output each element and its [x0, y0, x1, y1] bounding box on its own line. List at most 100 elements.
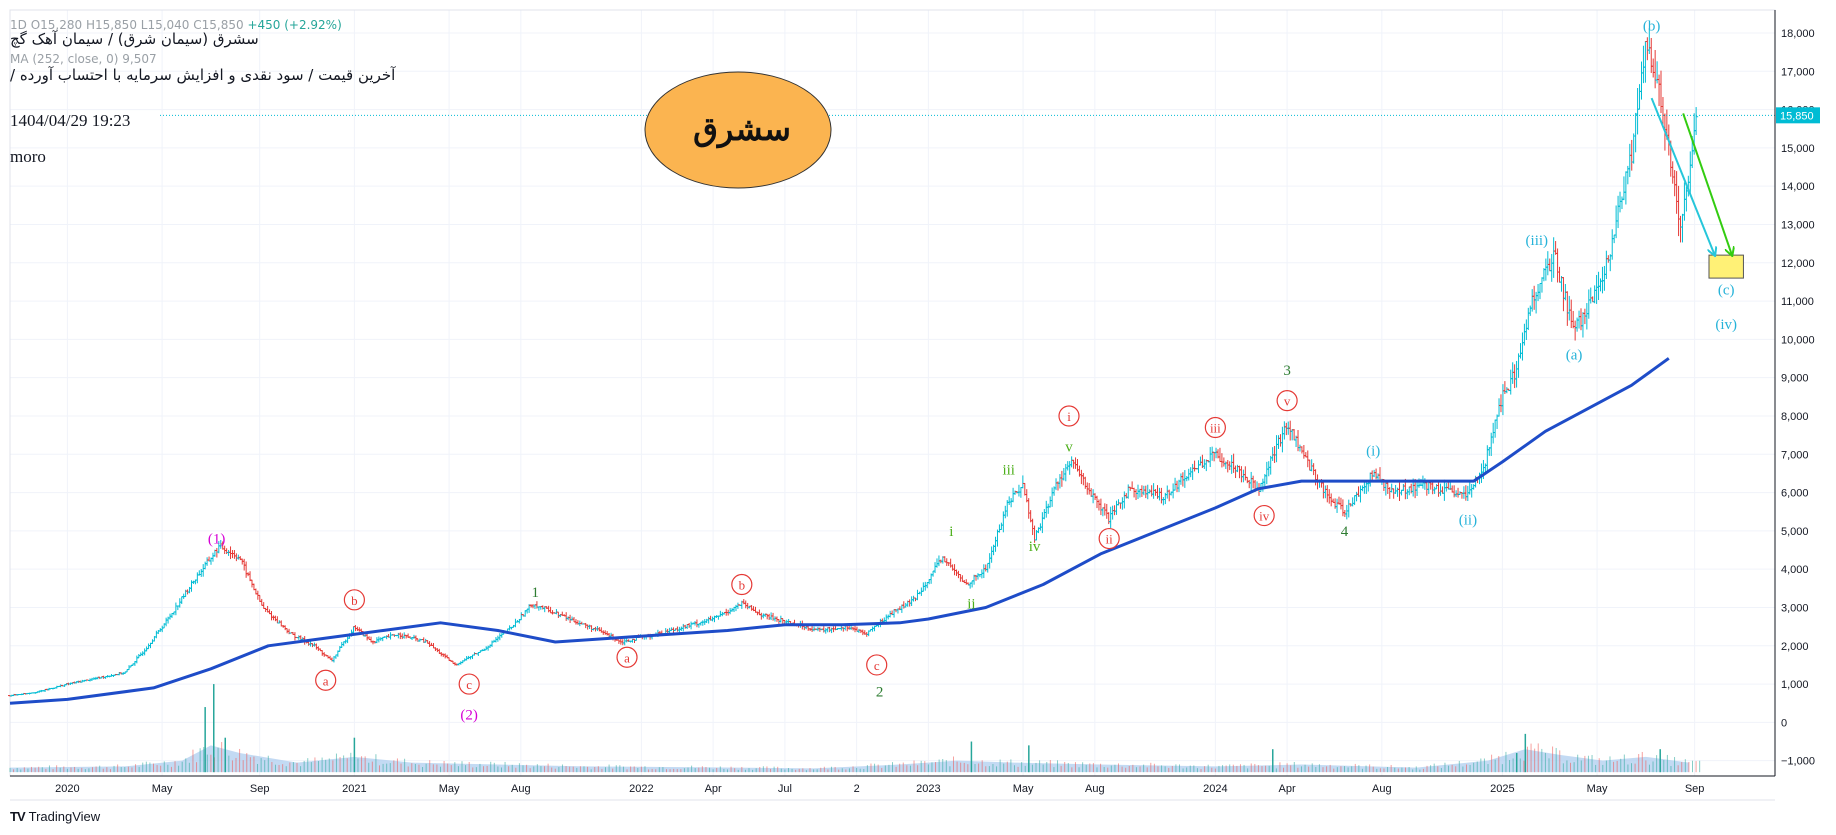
brand-label: TradingView	[28, 809, 101, 824]
time-tick-label: 2	[854, 783, 860, 795]
wave-label: b	[739, 578, 746, 593]
wave-label: iii	[1210, 420, 1221, 435]
price-axis[interactable]: 18,00017,00016,00015,00014,00013,00012,0…	[1774, 10, 1820, 776]
wave-label: iii	[1002, 463, 1015, 479]
price-tick-label: 0	[1781, 717, 1787, 729]
volume-area	[10, 745, 1689, 773]
price-tick-label: 3,000	[1781, 602, 1809, 614]
wave-label: (iv)	[1715, 317, 1737, 333]
wave-label: v	[1065, 440, 1073, 456]
target-zone-box	[1708, 254, 1744, 279]
price-tick-label: 5,000	[1781, 526, 1809, 538]
time-tick-label: May	[439, 783, 460, 795]
time-tick-label: Aug	[1372, 783, 1392, 795]
price-tick-label: 10,000	[1781, 334, 1815, 346]
price-tick-label: 11,000	[1781, 296, 1814, 308]
price-tick-label: 8,000	[1781, 411, 1809, 423]
wave-label-ring	[1098, 527, 1120, 550]
price-change: +450 (+2.92%)	[247, 18, 342, 32]
wave-label-ring	[458, 673, 480, 695]
price-candles	[8, 28, 1699, 697]
wave-label: 2	[876, 685, 884, 701]
price-tick-label: 17,000	[1781, 66, 1815, 78]
ma-indicator-readout: MA (252, close, 0) 9,507	[10, 52, 157, 66]
price-tick-label: 6,000	[1781, 488, 1809, 500]
wave-label: (1)	[208, 532, 226, 548]
ohlc-readout: 1D O15,280 H15,850 L15,040 C15,850 +450 …	[10, 18, 342, 32]
time-tick-label: May	[152, 783, 173, 795]
wave-label: c	[466, 677, 472, 692]
wave-label: b	[351, 593, 358, 608]
volume-histogram	[9, 684, 1701, 773]
projection-arrows	[1650, 97, 1744, 279]
time-tick-label: Sep	[250, 783, 270, 795]
wave-label: a	[323, 673, 329, 688]
wave-label: 4	[1341, 524, 1349, 540]
wave-label: (ii)	[1459, 512, 1477, 528]
wave-label: ii	[967, 597, 975, 613]
price-tick-label: 13,000	[1781, 219, 1815, 231]
moving-average-line	[9, 357, 1670, 705]
ma-252-line	[9, 357, 1670, 705]
badge-label: سشرق	[693, 110, 791, 149]
time-axis[interactable]: 2020 May Sep 2021 May Aug 2022 Apr Jul 2 2023 May Au…	[10, 775, 1775, 801]
wave-label: (2)	[460, 708, 478, 724]
price-tick-label: −1,000	[1781, 756, 1815, 768]
projection-arrow	[1682, 113, 1732, 255]
price-tick-label: 2,000	[1781, 641, 1809, 653]
time-tick-label: May	[1013, 783, 1034, 795]
price-tick-label: 7,000	[1781, 449, 1809, 461]
price-tick-label: 12,000	[1781, 258, 1815, 270]
price-tick-label: 15,000	[1781, 143, 1815, 155]
wave-label: ii	[1106, 532, 1114, 547]
wave-label: c	[874, 658, 880, 673]
time-tick-label: 2024	[1203, 783, 1227, 795]
badge-ellipse	[644, 71, 832, 189]
time-tick-label: Apr	[1279, 783, 1296, 795]
tradingview-brand[interactable]: TV TradingView	[10, 809, 100, 824]
wave-label-ring	[731, 573, 753, 596]
ohlc-values: 1D O15,280 H15,850 L15,040 C15,850	[10, 18, 244, 32]
wave-label-ring	[1253, 504, 1275, 527]
last-price-tag	[1776, 107, 1820, 124]
projection-arrow	[1650, 97, 1715, 255]
wave-label: 3	[1283, 363, 1291, 379]
time-tick-label: 2020	[55, 783, 79, 795]
price-tick-label: 4,000	[1781, 564, 1809, 576]
wave-label-ring	[1276, 390, 1298, 412]
wave-label: iv	[1029, 539, 1041, 555]
time-tick-label: 2022	[629, 783, 653, 795]
elliott-wave-labels: (1)(2)abc1abc2iiiiiiivviiiiiiivv34(i)(ii…	[208, 18, 1737, 723]
wave-label-ring	[616, 646, 638, 668]
wave-label-ring	[343, 589, 365, 611]
tradingview-logo-icon: TV	[10, 809, 26, 824]
chart-subtitle: آخرین قیمت / سود نقدی و افزایش سرمایه با…	[10, 66, 396, 84]
wave-label: i	[1067, 409, 1071, 424]
price-tick-label: 14,000	[1781, 181, 1815, 193]
wave-label: (iii)	[1526, 233, 1549, 249]
time-tick-label: May	[1587, 783, 1608, 795]
wave-label: 1	[531, 585, 539, 601]
symbol-title: سشرق (سیمان شرق) / سیمان آهک گچ	[10, 30, 259, 48]
wave-label: (i)	[1366, 443, 1380, 459]
last-price-tag-label: 15,850	[1780, 110, 1814, 122]
wave-label-ring	[866, 654, 888, 676]
wave-label: i	[949, 524, 953, 540]
wave-label: (b)	[1643, 18, 1661, 34]
wave-label: (a)	[1566, 348, 1583, 364]
price-tick-label: 9,000	[1781, 373, 1809, 385]
wave-label-ring	[1204, 416, 1226, 439]
time-tick-label: Aug	[1085, 783, 1105, 795]
time-tick-label: Aug	[511, 783, 531, 795]
time-tick-label: 2021	[342, 783, 366, 795]
time-tick-label: Sep	[1685, 783, 1705, 795]
time-tick-label: 2023	[916, 783, 940, 795]
author-name: moro	[10, 147, 46, 166]
wave-label-ring	[315, 669, 337, 691]
wave-label: (c)	[1718, 283, 1735, 299]
wave-label: a	[624, 650, 630, 665]
symbol-badge: سشرق	[644, 71, 832, 189]
publish-datetime: 1404/04/29 19:23	[10, 111, 131, 130]
wave-label-ring	[1058, 405, 1080, 427]
